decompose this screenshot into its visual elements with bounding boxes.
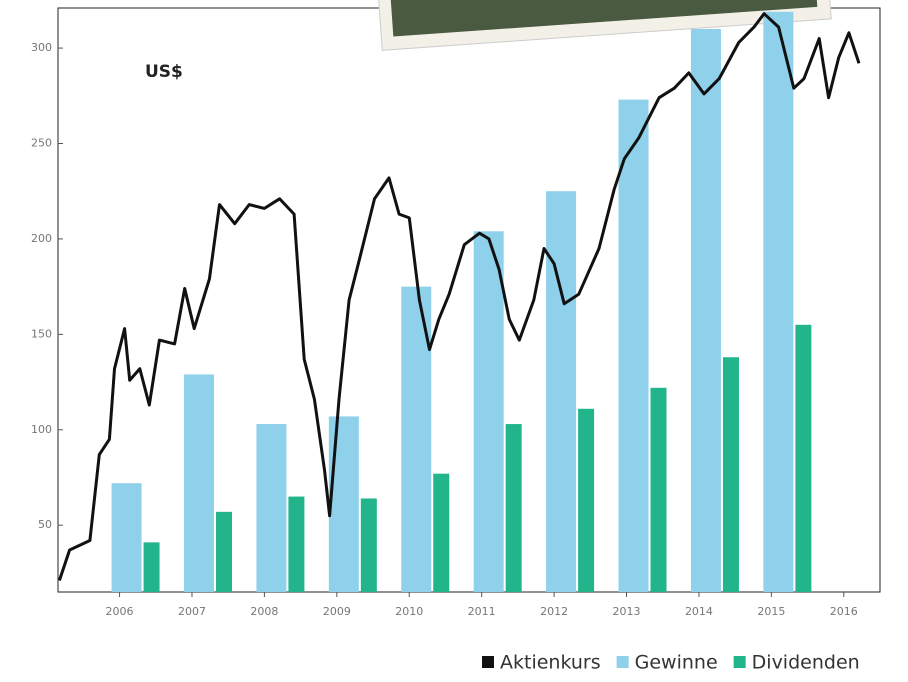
bar <box>578 408 595 592</box>
y-tick-label: 100 <box>31 423 52 436</box>
bar <box>763 11 794 592</box>
unit-label: US$ <box>145 62 183 82</box>
x-tick-label: 2009 <box>323 605 351 618</box>
x-tick-label: 2006 <box>106 605 134 618</box>
bar <box>546 191 577 592</box>
legend-swatch <box>616 656 629 668</box>
bar <box>360 498 377 592</box>
legend-label: Gewinne <box>635 652 718 674</box>
legend-swatch <box>733 656 746 668</box>
y-tick-label: 250 <box>31 137 52 150</box>
bar <box>215 511 232 592</box>
bar <box>143 542 160 592</box>
bar <box>328 416 359 592</box>
x-tick-label: 2008 <box>250 605 278 618</box>
bar <box>256 424 287 592</box>
bar <box>650 387 667 592</box>
x-tick-label: 2012 <box>540 605 568 618</box>
legend-label: Dividenden <box>752 652 860 674</box>
legend-label: Aktienkurs <box>500 652 601 674</box>
photo <box>376 0 832 51</box>
y-tick-label: 300 <box>31 41 52 54</box>
bar <box>505 424 522 592</box>
y-tick-label: 50 <box>38 518 52 531</box>
legend-swatch <box>482 656 494 668</box>
bar <box>618 99 649 592</box>
bar <box>111 483 142 592</box>
legend: Aktienkurs Gewinne Dividenden <box>482 652 860 674</box>
bar <box>433 473 450 592</box>
x-tick-label: 2011 <box>468 605 496 618</box>
y-tick-label: 200 <box>31 232 52 245</box>
bar <box>690 28 721 592</box>
x-tick-label: 2016 <box>830 605 858 618</box>
x-tick-label: 2013 <box>613 605 641 618</box>
x-tick-label: 2015 <box>757 605 785 618</box>
bar <box>795 324 812 592</box>
y-tick-label: 150 <box>31 327 52 340</box>
bar <box>288 496 305 592</box>
x-tick-label: 2014 <box>685 605 713 618</box>
x-tick-label: 2010 <box>395 605 423 618</box>
bar <box>722 357 739 592</box>
x-tick-label: 2007 <box>178 605 206 618</box>
bar <box>473 231 504 592</box>
line <box>57 12 861 581</box>
bar <box>183 374 214 592</box>
